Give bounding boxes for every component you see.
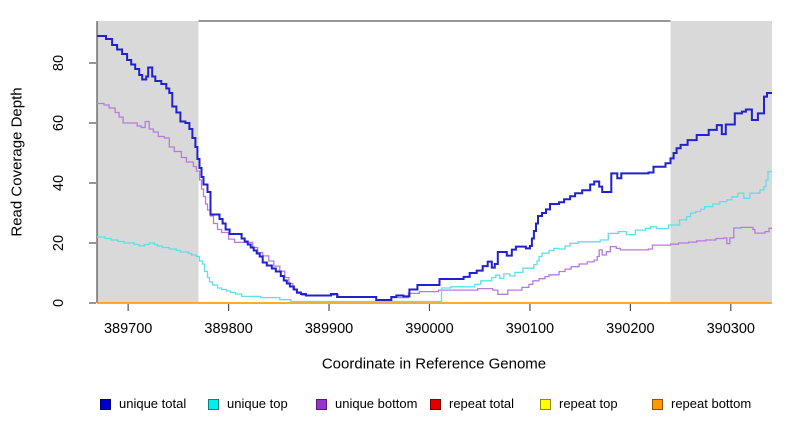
series-unique-total <box>97 35 772 301</box>
legend-label: unique total <box>119 396 187 411</box>
y-tick-label: 60 <box>51 115 67 131</box>
x-axis-title: Coordinate in Reference Genome <box>321 355 547 373</box>
legend-swatch-icon <box>540 398 551 410</box>
legend-label: repeat top <box>559 396 618 411</box>
y-axis-title: Read Coverage Depth <box>8 87 26 237</box>
x-tick-label: 390000 <box>405 321 453 337</box>
shaded-repeat-region <box>670 21 772 303</box>
legend-item-repeat-total: repeat total <box>430 397 514 411</box>
legend-swatch-icon <box>208 398 219 410</box>
x-tick-label: 389800 <box>204 321 252 337</box>
legend-swatch-icon <box>100 398 111 410</box>
legend-label: unique bottom <box>335 396 418 411</box>
legend-swatch-icon <box>430 398 441 410</box>
legend-swatch-icon <box>652 398 663 410</box>
x-tick-label: 389700 <box>104 321 152 337</box>
legend-item-repeat-bottom: repeat bottom <box>652 397 751 411</box>
x-tick-label: 389900 <box>305 321 353 337</box>
legend: unique total unique top unique bottom repea… <box>0 397 792 415</box>
series-unique-top <box>97 170 772 303</box>
legend-label: unique top <box>227 396 288 411</box>
x-tick-label: 390100 <box>506 321 554 337</box>
y-tick-label: 20 <box>51 235 67 251</box>
legend-item-unique-total: unique total <box>100 397 186 411</box>
y-tick-label: 80 <box>51 55 67 71</box>
x-tick-label: 390200 <box>606 321 654 337</box>
x-tick-label: 390300 <box>707 321 755 337</box>
y-tick-label: 40 <box>51 175 67 191</box>
legend-item-repeat-top: repeat top <box>540 397 618 411</box>
legend-label: repeat bottom <box>671 396 752 411</box>
legend-item-unique-top: unique top <box>208 397 288 411</box>
legend-label: repeat total <box>449 396 515 411</box>
legend-swatch-icon <box>316 398 327 410</box>
legend-item-unique-bottom: unique bottom <box>316 397 417 411</box>
shaded-repeat-region <box>97 21 199 303</box>
y-tick-label: 0 <box>51 299 67 307</box>
